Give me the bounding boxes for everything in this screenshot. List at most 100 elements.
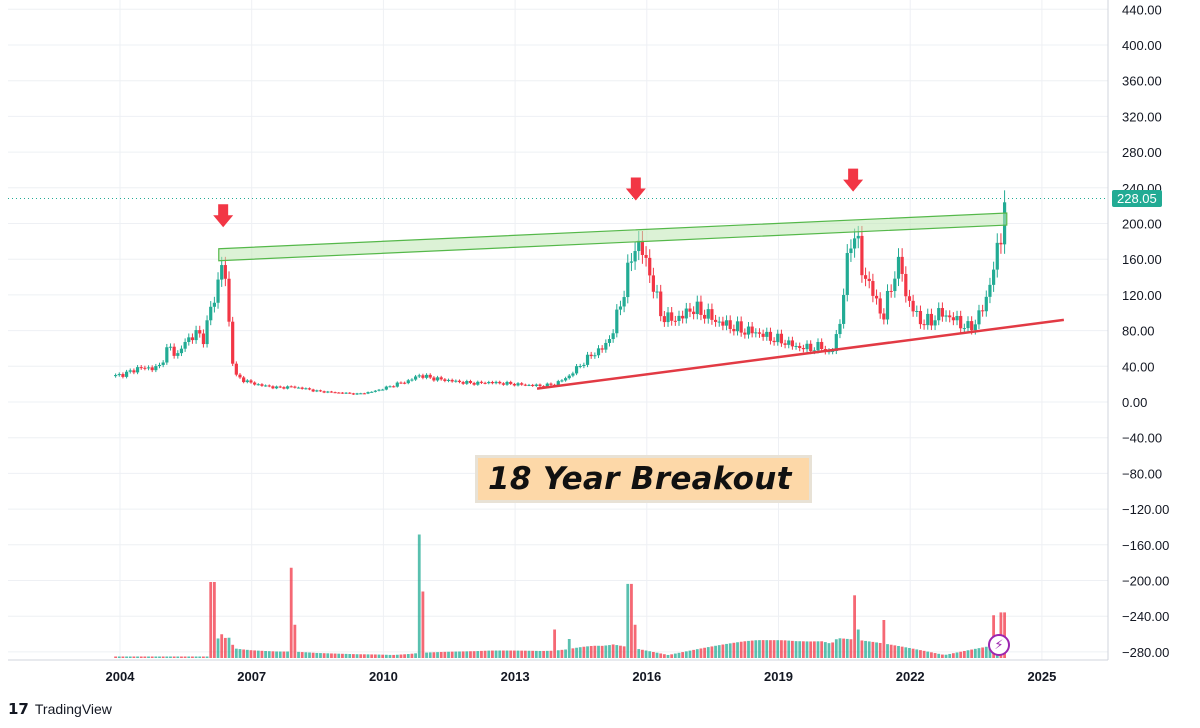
volume-bar bbox=[951, 653, 955, 658]
candle-body bbox=[651, 275, 655, 292]
y-tick-label: 0.00 bbox=[1122, 395, 1147, 410]
volume-bar bbox=[223, 637, 227, 658]
y-tick-label: 40.00 bbox=[1122, 359, 1155, 374]
candle-body bbox=[688, 308, 692, 312]
volume-bar bbox=[553, 629, 557, 658]
volume-bar bbox=[439, 651, 443, 658]
y-tick-label: 120.00 bbox=[1122, 288, 1162, 303]
candle-body bbox=[373, 390, 377, 392]
candle-body bbox=[798, 345, 802, 349]
volume-bar bbox=[352, 654, 355, 658]
volume-bar bbox=[238, 649, 242, 658]
volume-bar bbox=[823, 642, 827, 658]
candle-body bbox=[242, 377, 246, 383]
volume-bar bbox=[908, 648, 911, 658]
volume-bar bbox=[984, 646, 988, 658]
candle-body bbox=[194, 330, 198, 341]
volume-bar bbox=[183, 656, 187, 658]
candle-body bbox=[585, 354, 590, 365]
candle-body bbox=[820, 341, 824, 350]
volume-bar bbox=[728, 643, 732, 658]
volume-bar bbox=[619, 645, 622, 658]
volume-bar bbox=[205, 656, 209, 658]
volume-bar bbox=[264, 651, 268, 658]
candle-body bbox=[249, 380, 253, 383]
candle-body bbox=[395, 382, 399, 387]
volume-bar bbox=[710, 646, 714, 658]
x-tick-label: 2025 bbox=[1027, 669, 1056, 684]
candle-body bbox=[776, 333, 780, 343]
candle-body bbox=[501, 383, 505, 385]
volume-bar bbox=[341, 653, 344, 658]
volume-bar bbox=[315, 652, 319, 658]
candle-body bbox=[670, 312, 674, 321]
resistance-zone bbox=[218, 212, 1008, 262]
candle-body bbox=[681, 315, 685, 319]
volume-bar bbox=[249, 650, 253, 658]
volume-bar bbox=[450, 651, 454, 658]
volume-bar bbox=[970, 649, 974, 658]
volume-bar bbox=[180, 656, 183, 658]
candle-body bbox=[165, 347, 169, 363]
candle-body bbox=[403, 382, 407, 384]
candle-body bbox=[124, 371, 129, 377]
candle-body bbox=[929, 313, 934, 326]
y-tick-label: 440.00 bbox=[1122, 2, 1162, 17]
candle-body bbox=[435, 377, 440, 381]
volume-bar bbox=[889, 644, 893, 658]
candle-body bbox=[487, 382, 491, 384]
candle-body bbox=[238, 374, 242, 378]
y-tick-label: 320.00 bbox=[1122, 109, 1162, 124]
candle-body bbox=[406, 380, 410, 384]
volume-bar bbox=[114, 656, 118, 658]
volume-bar bbox=[150, 656, 154, 658]
volume-bar bbox=[498, 650, 502, 658]
candle-body bbox=[765, 331, 769, 337]
y-tick-label: 400.00 bbox=[1122, 38, 1162, 53]
volume-bar bbox=[604, 645, 608, 658]
candle-body bbox=[538, 384, 542, 387]
x-tick-label: 2022 bbox=[896, 669, 925, 684]
candle-body bbox=[787, 340, 791, 345]
volume-bar bbox=[794, 641, 798, 658]
candle-body bbox=[424, 374, 429, 378]
candle-body bbox=[296, 387, 301, 389]
candle-body bbox=[984, 296, 988, 312]
volume-bar bbox=[447, 651, 450, 658]
lightning-icon[interactable]: ⚡ bbox=[988, 634, 1010, 656]
candle-body bbox=[154, 366, 158, 371]
volume-bar bbox=[845, 638, 849, 658]
candle-body bbox=[282, 387, 286, 389]
volume-bar bbox=[458, 651, 461, 658]
candle-body bbox=[494, 381, 498, 384]
candle-body bbox=[176, 353, 180, 356]
volume-bar bbox=[373, 654, 377, 658]
candle-body bbox=[465, 380, 469, 384]
volume-bar bbox=[962, 650, 966, 658]
candle-body bbox=[333, 392, 337, 394]
candle-body bbox=[146, 367, 151, 369]
candle-body bbox=[655, 291, 659, 293]
volume-bar bbox=[739, 641, 743, 658]
candle-body bbox=[311, 389, 315, 392]
volume-bar bbox=[886, 644, 889, 658]
volume-bar bbox=[337, 653, 341, 658]
candle-body bbox=[359, 393, 363, 395]
candle-body bbox=[944, 315, 948, 317]
volume-bar bbox=[875, 642, 878, 658]
volume-bar bbox=[267, 651, 271, 658]
candle-body bbox=[128, 370, 132, 372]
candle-body bbox=[918, 311, 923, 325]
candle-body bbox=[150, 367, 154, 371]
volume-bar bbox=[245, 649, 249, 658]
volume-bar bbox=[227, 637, 231, 658]
volume-bar bbox=[747, 640, 750, 658]
candle-body bbox=[959, 315, 963, 329]
volume-bar bbox=[505, 650, 509, 658]
candle-body bbox=[300, 387, 304, 389]
volume-bar bbox=[410, 653, 414, 658]
candle-body bbox=[893, 278, 897, 292]
candle-body bbox=[948, 315, 952, 318]
candle-body bbox=[882, 313, 886, 320]
